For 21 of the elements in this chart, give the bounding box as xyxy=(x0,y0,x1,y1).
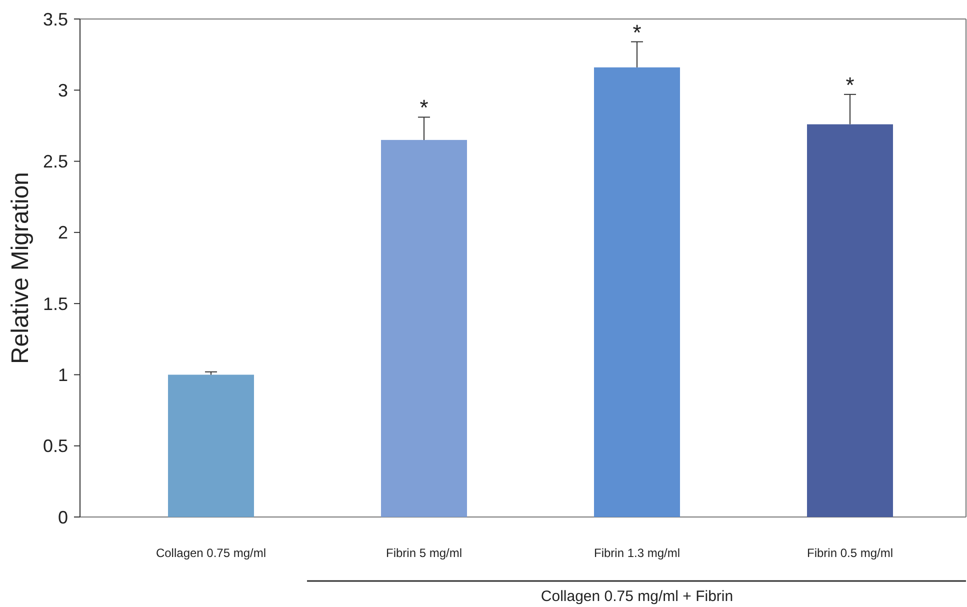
y-tick-label: 1.5 xyxy=(42,294,68,314)
y-axis-title: Relative Migration xyxy=(7,172,34,364)
annotation: * xyxy=(846,72,855,98)
y-tick-label: 2 xyxy=(58,222,68,243)
y-tick-label: 0 xyxy=(58,507,68,528)
x-tick-label: Collagen 0.75 mg/ml xyxy=(156,546,266,560)
bar xyxy=(381,140,467,517)
y-tick-label: 3.5 xyxy=(42,9,68,30)
x-tick-label: Fibrin 5 mg/ml xyxy=(386,546,462,560)
y-tick-label: 1 xyxy=(58,365,68,386)
bar xyxy=(168,374,254,517)
x-tick-label: Fibrin 0.5 mg/ml xyxy=(806,546,894,560)
bar xyxy=(594,67,680,517)
y-tick-label: 3 xyxy=(58,80,68,100)
annotation: * xyxy=(420,95,429,120)
x-tick-label: Fibrin 1.3 mg/ml xyxy=(594,546,680,560)
y-tick-label: 2.5 xyxy=(42,152,68,172)
text: Collagen 0.75 mg/ml + Fibrin xyxy=(540,588,734,605)
y-tick-label: 0.5 xyxy=(42,436,68,456)
annotation: * xyxy=(632,20,642,45)
bar xyxy=(807,124,893,517)
